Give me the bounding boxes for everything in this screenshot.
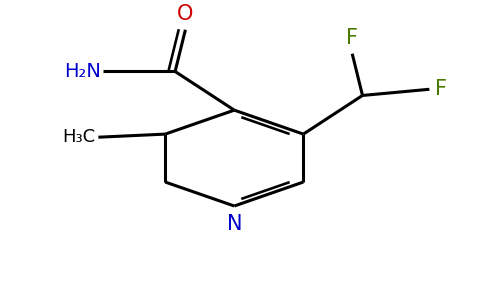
Text: F: F <box>346 28 358 47</box>
Text: O: O <box>177 4 194 24</box>
Text: N: N <box>227 214 242 234</box>
Text: H₃C: H₃C <box>62 128 96 146</box>
Text: H₂N: H₂N <box>64 62 101 81</box>
Text: F: F <box>435 79 447 99</box>
